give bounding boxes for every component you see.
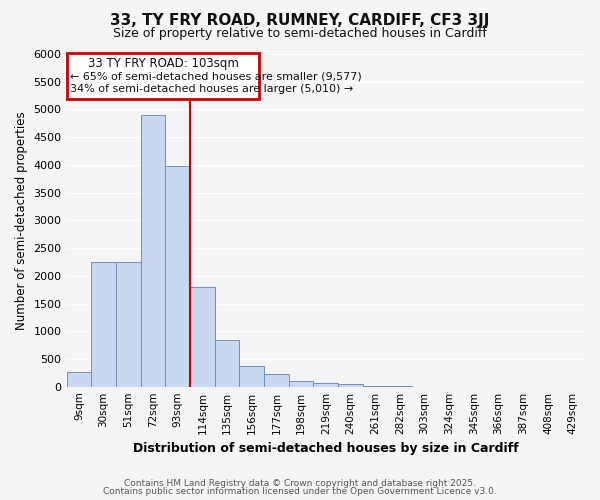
Bar bbox=[239, 366, 264, 386]
Text: 34% of semi-detached houses are larger (5,010) →: 34% of semi-detached houses are larger (… bbox=[70, 84, 353, 94]
Y-axis label: Number of semi-detached properties: Number of semi-detached properties bbox=[15, 111, 28, 330]
Bar bbox=[338, 384, 363, 386]
Text: ← 65% of semi-detached houses are smaller (9,577): ← 65% of semi-detached houses are smalle… bbox=[70, 71, 362, 81]
Bar bbox=[264, 374, 289, 386]
Bar bbox=[313, 384, 338, 386]
X-axis label: Distribution of semi-detached houses by size in Cardiff: Distribution of semi-detached houses by … bbox=[133, 442, 518, 455]
Bar bbox=[116, 262, 140, 386]
Bar bbox=[165, 166, 190, 386]
Text: Contains public sector information licensed under the Open Government Licence v3: Contains public sector information licen… bbox=[103, 488, 497, 496]
Text: Contains HM Land Registry data © Crown copyright and database right 2025.: Contains HM Land Registry data © Crown c… bbox=[124, 478, 476, 488]
Text: 33 TY FRY ROAD: 103sqm: 33 TY FRY ROAD: 103sqm bbox=[88, 56, 239, 70]
Text: Size of property relative to semi-detached houses in Cardiff: Size of property relative to semi-detach… bbox=[113, 28, 487, 40]
Bar bbox=[289, 381, 313, 386]
FancyBboxPatch shape bbox=[67, 53, 259, 100]
Bar bbox=[67, 372, 91, 386]
Bar bbox=[215, 340, 239, 386]
Bar bbox=[91, 262, 116, 386]
Text: 33, TY FRY ROAD, RUMNEY, CARDIFF, CF3 3JJ: 33, TY FRY ROAD, RUMNEY, CARDIFF, CF3 3J… bbox=[110, 12, 490, 28]
Bar bbox=[140, 115, 165, 386]
Bar bbox=[190, 287, 215, 386]
